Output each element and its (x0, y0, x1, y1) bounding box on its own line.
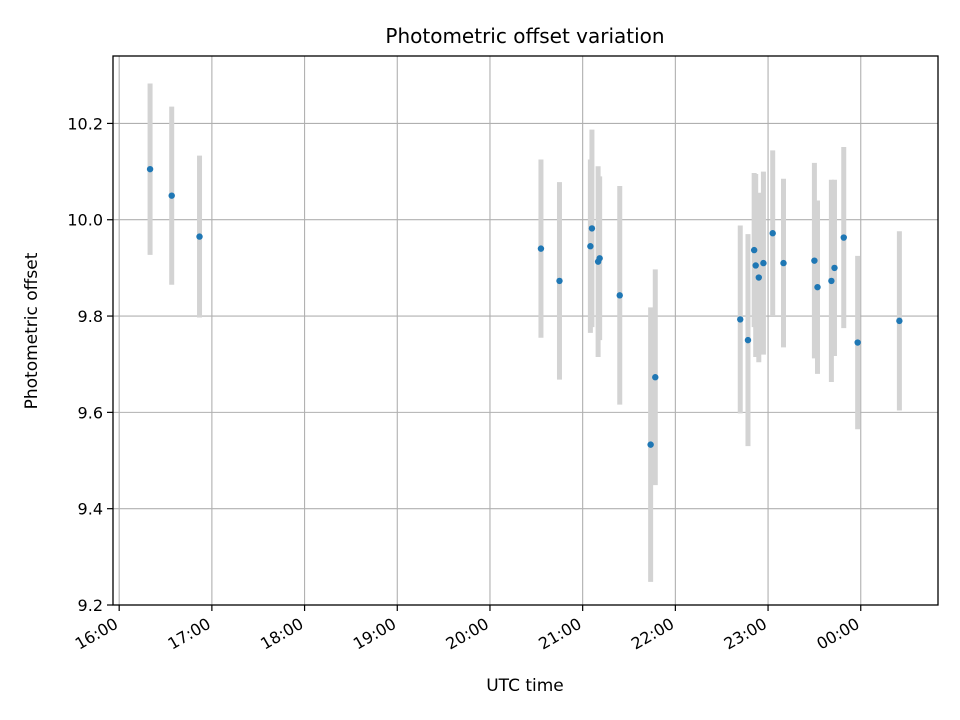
data-point (814, 283, 821, 291)
y-tick-label: 9.2 (78, 596, 103, 615)
data-point (828, 277, 835, 285)
data-point (896, 317, 903, 325)
data-point (831, 264, 838, 272)
data-point (854, 339, 861, 346)
data-point (752, 262, 759, 269)
data-point (755, 274, 762, 281)
data-point (750, 246, 758, 254)
y-tick-label: 9.4 (78, 500, 103, 519)
y-tick-label: 10.2 (67, 114, 103, 133)
data-point (616, 292, 623, 299)
data-point (168, 192, 175, 199)
y-tick-label: 9.8 (78, 307, 103, 326)
data-point (596, 255, 603, 262)
data-point (537, 245, 545, 252)
data-point (647, 441, 654, 448)
data-point (587, 243, 594, 250)
data-point (196, 233, 203, 240)
y-tick-label: 10.0 (67, 211, 103, 230)
data-points (146, 165, 903, 448)
chart-title: Photometric offset variation (385, 24, 664, 48)
plot-frame (112, 55, 939, 606)
data-point (811, 257, 818, 264)
data-point (737, 316, 744, 323)
data-point (744, 336, 752, 344)
data-point (780, 259, 787, 267)
x-axis-label: UTC time (486, 676, 564, 696)
data-point (588, 225, 596, 232)
y-tick-label: 9.6 (78, 403, 103, 422)
data-point (760, 259, 767, 267)
data-point (146, 165, 154, 173)
data-point (556, 277, 563, 285)
y-axis-label: Photometric offset (22, 252, 42, 409)
data-point (652, 374, 659, 381)
data-point (769, 230, 776, 237)
data-point (840, 234, 847, 241)
